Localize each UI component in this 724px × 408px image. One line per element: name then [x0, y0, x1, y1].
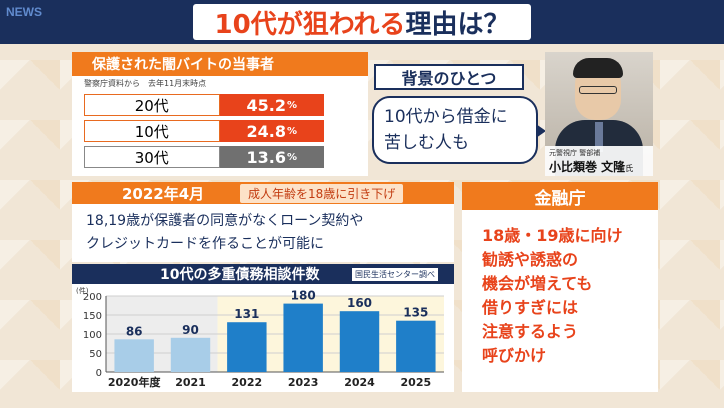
- chart-panel: 10代の多重債務相談件数 国民生活センター調べ 0 50 100 150 200 (件) 8…: [72, 264, 454, 392]
- expert-photo: 元警視庁 警部補 小比類巻 文隆氏: [545, 52, 653, 176]
- fsa-line: 勧誘や誘惑の: [482, 250, 579, 269]
- fsa-body: 18歳・19歳に向け 勧誘や誘惑の 機会が増えても 借りすぎには 注意するよう …: [462, 210, 658, 392]
- background-title: 背景のひとつ: [374, 64, 524, 90]
- y-tick-label: 100: [83, 330, 102, 341]
- stat-label: 30代: [84, 146, 220, 168]
- glasses-shape: [579, 86, 617, 94]
- stats-note: 警察庁資料から 去年11月末時点: [84, 79, 207, 88]
- stat-label: 10代: [84, 120, 220, 142]
- bar-2020: [114, 339, 154, 372]
- fsa-line: 借りすぎには: [482, 298, 579, 317]
- header-bar: NEWS 10代が狙われる 理由は？: [0, 0, 724, 44]
- law-date-bar: 2022年4月 成人年齢を18歳に引き下げ: [72, 182, 454, 204]
- stat-value: 24.8%: [219, 120, 324, 142]
- tie-shape: [595, 122, 603, 152]
- bar-2021: [170, 337, 211, 372]
- y-tick-label: 200: [83, 292, 102, 303]
- y-tick-label: 50: [89, 349, 102, 360]
- page-title: 10代が狙われる 理由は？: [192, 4, 532, 40]
- stat-label: 20代: [84, 94, 220, 116]
- bar-2023: [283, 303, 323, 372]
- y-tick-label: 0: [96, 368, 102, 379]
- hair-shape: [573, 58, 623, 78]
- y-tick-label: 150: [83, 311, 102, 322]
- chart-title: 10代の多重債務相談件数: [160, 267, 320, 283]
- chart-header: 10代の多重債務相談件数 国民生活センター調べ: [72, 264, 454, 284]
- title-rest: 理由は？: [405, 9, 510, 40]
- bar-2024: [339, 311, 380, 372]
- y-unit-label: (件): [76, 286, 89, 295]
- stat-value: 45.2%: [219, 94, 324, 116]
- expert-name: 小比類巻 文隆氏: [549, 160, 634, 174]
- desc-line: 18,19歳が保護者の同意がなくローン契約や: [86, 213, 364, 229]
- stat-row-20s: 20代 45.2%: [84, 94, 324, 116]
- chart-source: 国民生活センター調べ: [352, 267, 438, 281]
- bar-2022: [227, 322, 267, 372]
- law-tag: 成人年齢を18歳に引き下げ: [240, 183, 404, 203]
- expert-role: 元警視庁 警部補: [549, 149, 601, 157]
- stat-value: 13.6%: [219, 146, 324, 168]
- x-tick-label-2025: 2025: [401, 376, 432, 389]
- quote-line: 苦しむ人も: [384, 133, 469, 153]
- news-logo: NEWS: [6, 5, 42, 19]
- fsa-line: 注意するよう: [482, 322, 579, 341]
- x-tick-label-2022: 2022: [232, 376, 263, 389]
- data-label-2025: 135: [403, 306, 428, 320]
- data-label-2024: 160: [347, 296, 372, 310]
- fsa-title: 金融庁: [462, 182, 658, 210]
- desc-line: クレジットカードを作ることが可能に: [86, 236, 324, 252]
- x-tick-label-2023: 2023: [288, 376, 319, 389]
- stat-row-30s: 30代 13.6%: [84, 146, 324, 168]
- x-tick-label-2021: 2021: [175, 376, 206, 389]
- title-highlight: 10代が狙われる: [214, 9, 406, 40]
- stat-row-10s: 10代 24.8%: [84, 120, 324, 142]
- fsa-line: 機会が増えても: [482, 274, 593, 293]
- fsa-line: 呼びかけ: [482, 346, 547, 365]
- bar-2025: [396, 320, 436, 372]
- fsa-line: 18歳・19歳に向け: [482, 226, 623, 245]
- quote-line: 10代から借金に: [384, 107, 508, 127]
- data-label-2022: 131: [234, 307, 259, 321]
- quote-bubble: 10代から借金に 苦しむ人も: [372, 96, 546, 164]
- stats-title: 保護された闇バイトの当事者: [72, 52, 368, 76]
- data-label-2023: 180: [291, 289, 316, 303]
- bar-chart: 0 50 100 150 200(件) 86 2020年度 90 2021 131 2022 180 2…: [76, 286, 444, 389]
- expert-caption: 元警視庁 警部補 小比類巻 文隆氏: [545, 146, 653, 176]
- data-label-2020: 86: [126, 324, 143, 338]
- x-tick-label-2024: 2024: [344, 376, 375, 389]
- law-date: 2022年4月: [122, 184, 205, 203]
- law-description: 18,19歳が保護者の同意がなくローン契約や クレジットカードを作ることが可能に: [72, 204, 454, 262]
- data-label-2021: 90: [182, 323, 199, 337]
- x-tick-label-2020: 2020年度: [108, 375, 162, 389]
